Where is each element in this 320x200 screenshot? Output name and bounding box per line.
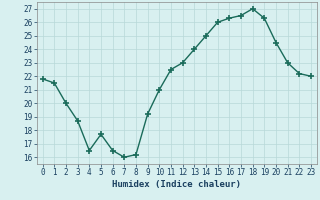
X-axis label: Humidex (Indice chaleur): Humidex (Indice chaleur)	[112, 180, 241, 189]
